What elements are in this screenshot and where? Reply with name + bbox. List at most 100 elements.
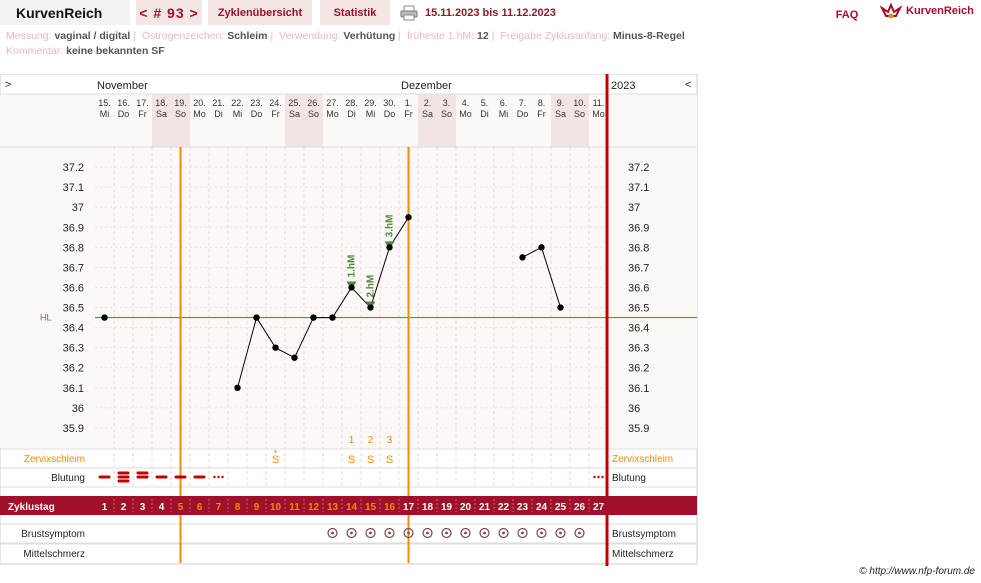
date-label: 28. <box>345 98 358 108</box>
y-tick-label-right: 36.4 <box>628 323 649 335</box>
date-label: 1. <box>405 98 413 108</box>
weekday-label: Mo <box>193 109 206 119</box>
cycle-day-number: 2 <box>121 502 127 513</box>
date-label: 22. <box>231 98 244 108</box>
tab-cycle-overview[interactable]: Zyklenübersicht <box>208 0 312 25</box>
info-key: Freigabe Zyklusanfang: <box>500 30 611 42</box>
weekday-label: Fr <box>271 109 280 119</box>
weekday-label: Di <box>480 109 489 119</box>
weekday-label: Do <box>118 109 130 119</box>
date-label: 19. <box>174 98 187 108</box>
temp-point <box>367 304 374 311</box>
logo-text: KurvenReich <box>906 5 974 17</box>
date-label: 11. <box>593 98 605 108</box>
weekday-label: Sa <box>289 109 300 119</box>
tab-statistics[interactable]: Statistik <box>320 0 390 25</box>
breast-symptom-icon <box>403 527 414 539</box>
weekday-label: So <box>574 109 585 119</box>
y-tick-label-left: 36.5 <box>63 303 84 315</box>
breast-symptom-center <box>464 531 467 535</box>
breast-symptom-center <box>350 531 353 535</box>
weekday-label: Mi <box>366 109 376 119</box>
date-label: 30. <box>383 98 396 108</box>
bleeding-mark <box>193 475 206 479</box>
copyright: © http://www.nfp-forum.de <box>859 566 975 577</box>
weekday-label: So <box>441 109 452 119</box>
info-line-2: Kommentar: keine bekannten SF <box>6 45 165 57</box>
temp-line-segment <box>275 347 295 359</box>
y-tick-label-right: 36.2 <box>628 363 649 375</box>
breast-symptom-center <box>445 531 448 535</box>
bleeding-mark <box>174 475 187 479</box>
hm-label: 2.hM <box>366 275 377 298</box>
y-tick-label-left: 36.1 <box>63 383 84 395</box>
breast-symptom-icon <box>384 527 395 539</box>
cycle-day-number: 12 <box>308 502 320 513</box>
info-value: Verhütung <box>343 30 396 42</box>
breast-symptom-icon <box>460 527 471 539</box>
date-label: 4. <box>462 98 470 108</box>
breast-symptom-icon <box>346 527 357 539</box>
date-label: 3. <box>443 98 451 108</box>
left-axis-background <box>0 94 95 448</box>
right-axis-background <box>607 94 697 448</box>
top-bar: KurvenReich < # 93 > Zyklenübersicht Sta… <box>0 0 981 25</box>
breast-symptom-icon <box>555 527 566 539</box>
breast-symptom-center <box>483 531 486 535</box>
cycle-day-number: 20 <box>460 502 472 513</box>
info-key: Östrogenzeichen: <box>141 30 225 42</box>
temp-line-segment <box>541 247 561 308</box>
faq-link[interactable]: FAQ <box>835 8 859 21</box>
weekend-column <box>551 94 570 147</box>
breast-symptom-icon <box>536 527 547 539</box>
date-label: 15. <box>98 98 111 108</box>
date-label: 25. <box>288 98 301 108</box>
y-tick-label-right: 36.5 <box>628 303 649 315</box>
temp-point <box>557 304 564 311</box>
weekday-label: Sa <box>555 109 566 119</box>
bleeding-mark <box>136 475 149 479</box>
info-value: 12 <box>477 30 489 42</box>
y-tick-label-left: 37 <box>72 202 84 214</box>
weekday-label: Do <box>251 109 263 119</box>
row-label-cycle-day: Zyklustag <box>8 502 55 513</box>
cycle-day-number: 9 <box>254 502 260 513</box>
cycle-day-number: 1 <box>102 502 108 513</box>
spotting-dot <box>217 475 220 479</box>
weekday-label: Fr <box>138 109 147 119</box>
y-tick-label-left: 36 <box>72 403 84 415</box>
cycle-day-number: 8 <box>235 502 241 513</box>
bleeding-mark <box>136 471 149 475</box>
y-tick-label-right: 36.8 <box>628 242 649 254</box>
month-label: November <box>97 80 148 92</box>
temp-line-segment <box>522 246 542 258</box>
printer-icon[interactable] <box>400 5 418 21</box>
month-label: 2023 <box>611 80 635 92</box>
hm-label: 1.hM <box>347 255 358 278</box>
cycle-day-number: 25 <box>555 502 567 513</box>
breast-symptom-icon <box>498 527 509 539</box>
cycle-day-number: 27 <box>593 502 605 513</box>
cycle-navigation[interactable]: < # 93 > <box>136 0 202 25</box>
cycle-chart: > <November Dezember 202315.Mi16.Do17.Fr18.… <box>0 74 698 566</box>
temp-point <box>386 244 393 251</box>
y-tick-label-left: 36.4 <box>63 323 84 335</box>
breast-symptom-icon <box>365 527 376 539</box>
date-range-text: 15.11.2023 bis 11.12.2023 <box>425 6 556 19</box>
spotting-dot <box>213 475 216 479</box>
weekday-label: Mi <box>233 109 243 119</box>
weekday-label: Fr <box>404 109 413 119</box>
cycle-day-number: 26 <box>574 502 586 513</box>
logo[interactable]: KurvenReich <box>880 2 974 20</box>
y-tick-label-right: 36.1 <box>628 383 649 395</box>
weekend-column <box>152 94 171 147</box>
spotting-dot <box>593 475 596 479</box>
y-tick-label-right: 36 <box>628 403 640 415</box>
spotting-dot <box>221 475 224 479</box>
brand-title[interactable]: KurvenReich <box>0 0 130 25</box>
date-label: 24. <box>269 98 282 108</box>
y-tick-label-right: 36.9 <box>628 222 649 234</box>
y-tick-label-left: 36.9 <box>63 222 84 234</box>
y-tick-label-left: 36.7 <box>63 262 84 274</box>
weekday-label: Mo <box>459 109 472 119</box>
